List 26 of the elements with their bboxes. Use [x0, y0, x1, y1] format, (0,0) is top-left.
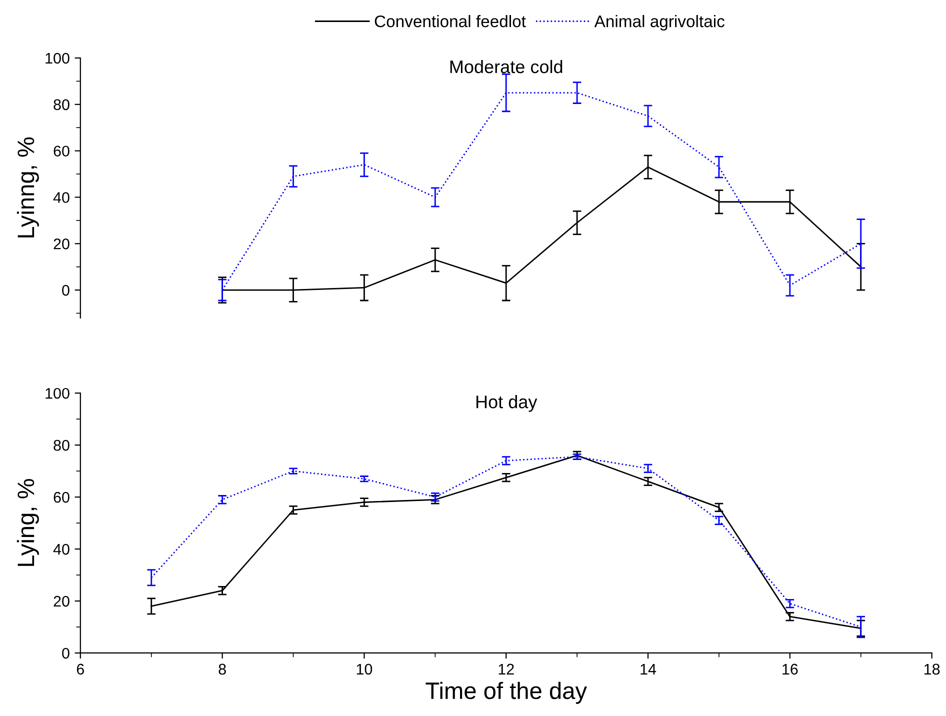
- y-tick-label: 100: [46, 52, 70, 64]
- x-tick-label: 16: [782, 664, 798, 675]
- y-tick-label: 60: [54, 146, 70, 157]
- x-tick-label: 10: [356, 664, 372, 675]
- y-axis-title: Lyinng, %: [16, 137, 39, 238]
- y-tick-label: 60: [54, 492, 70, 503]
- y-tick-label: 20: [54, 596, 70, 607]
- x-tick-label: 12: [498, 664, 514, 674]
- y-tick-label: 100: [46, 388, 70, 399]
- x-axis-title: Time of the day: [426, 682, 587, 704]
- chart-title: Hot day: [476, 395, 538, 412]
- x-tick-label: 6: [76, 664, 84, 675]
- y-tick-label: 80: [54, 99, 70, 110]
- legend-label: Conventional feedlot: [374, 15, 526, 28]
- y-tick-label: 0: [62, 284, 70, 296]
- x-tick-label: 14: [640, 664, 656, 674]
- y-tick-label: 40: [53, 192, 70, 203]
- x-tick-label: 18: [924, 664, 940, 675]
- y-axis-title: Lying, %: [16, 479, 39, 566]
- y-tick-label: 80: [54, 440, 70, 451]
- legend-label: Animal agrivoltaic: [594, 15, 724, 31]
- y-tick-label: 0: [62, 648, 70, 659]
- x-tick-label: 8: [218, 664, 226, 675]
- y-tick-label: 20: [54, 238, 70, 250]
- y-tick-label: 40: [53, 544, 70, 555]
- chart-title: Moderate cold: [450, 60, 562, 74]
